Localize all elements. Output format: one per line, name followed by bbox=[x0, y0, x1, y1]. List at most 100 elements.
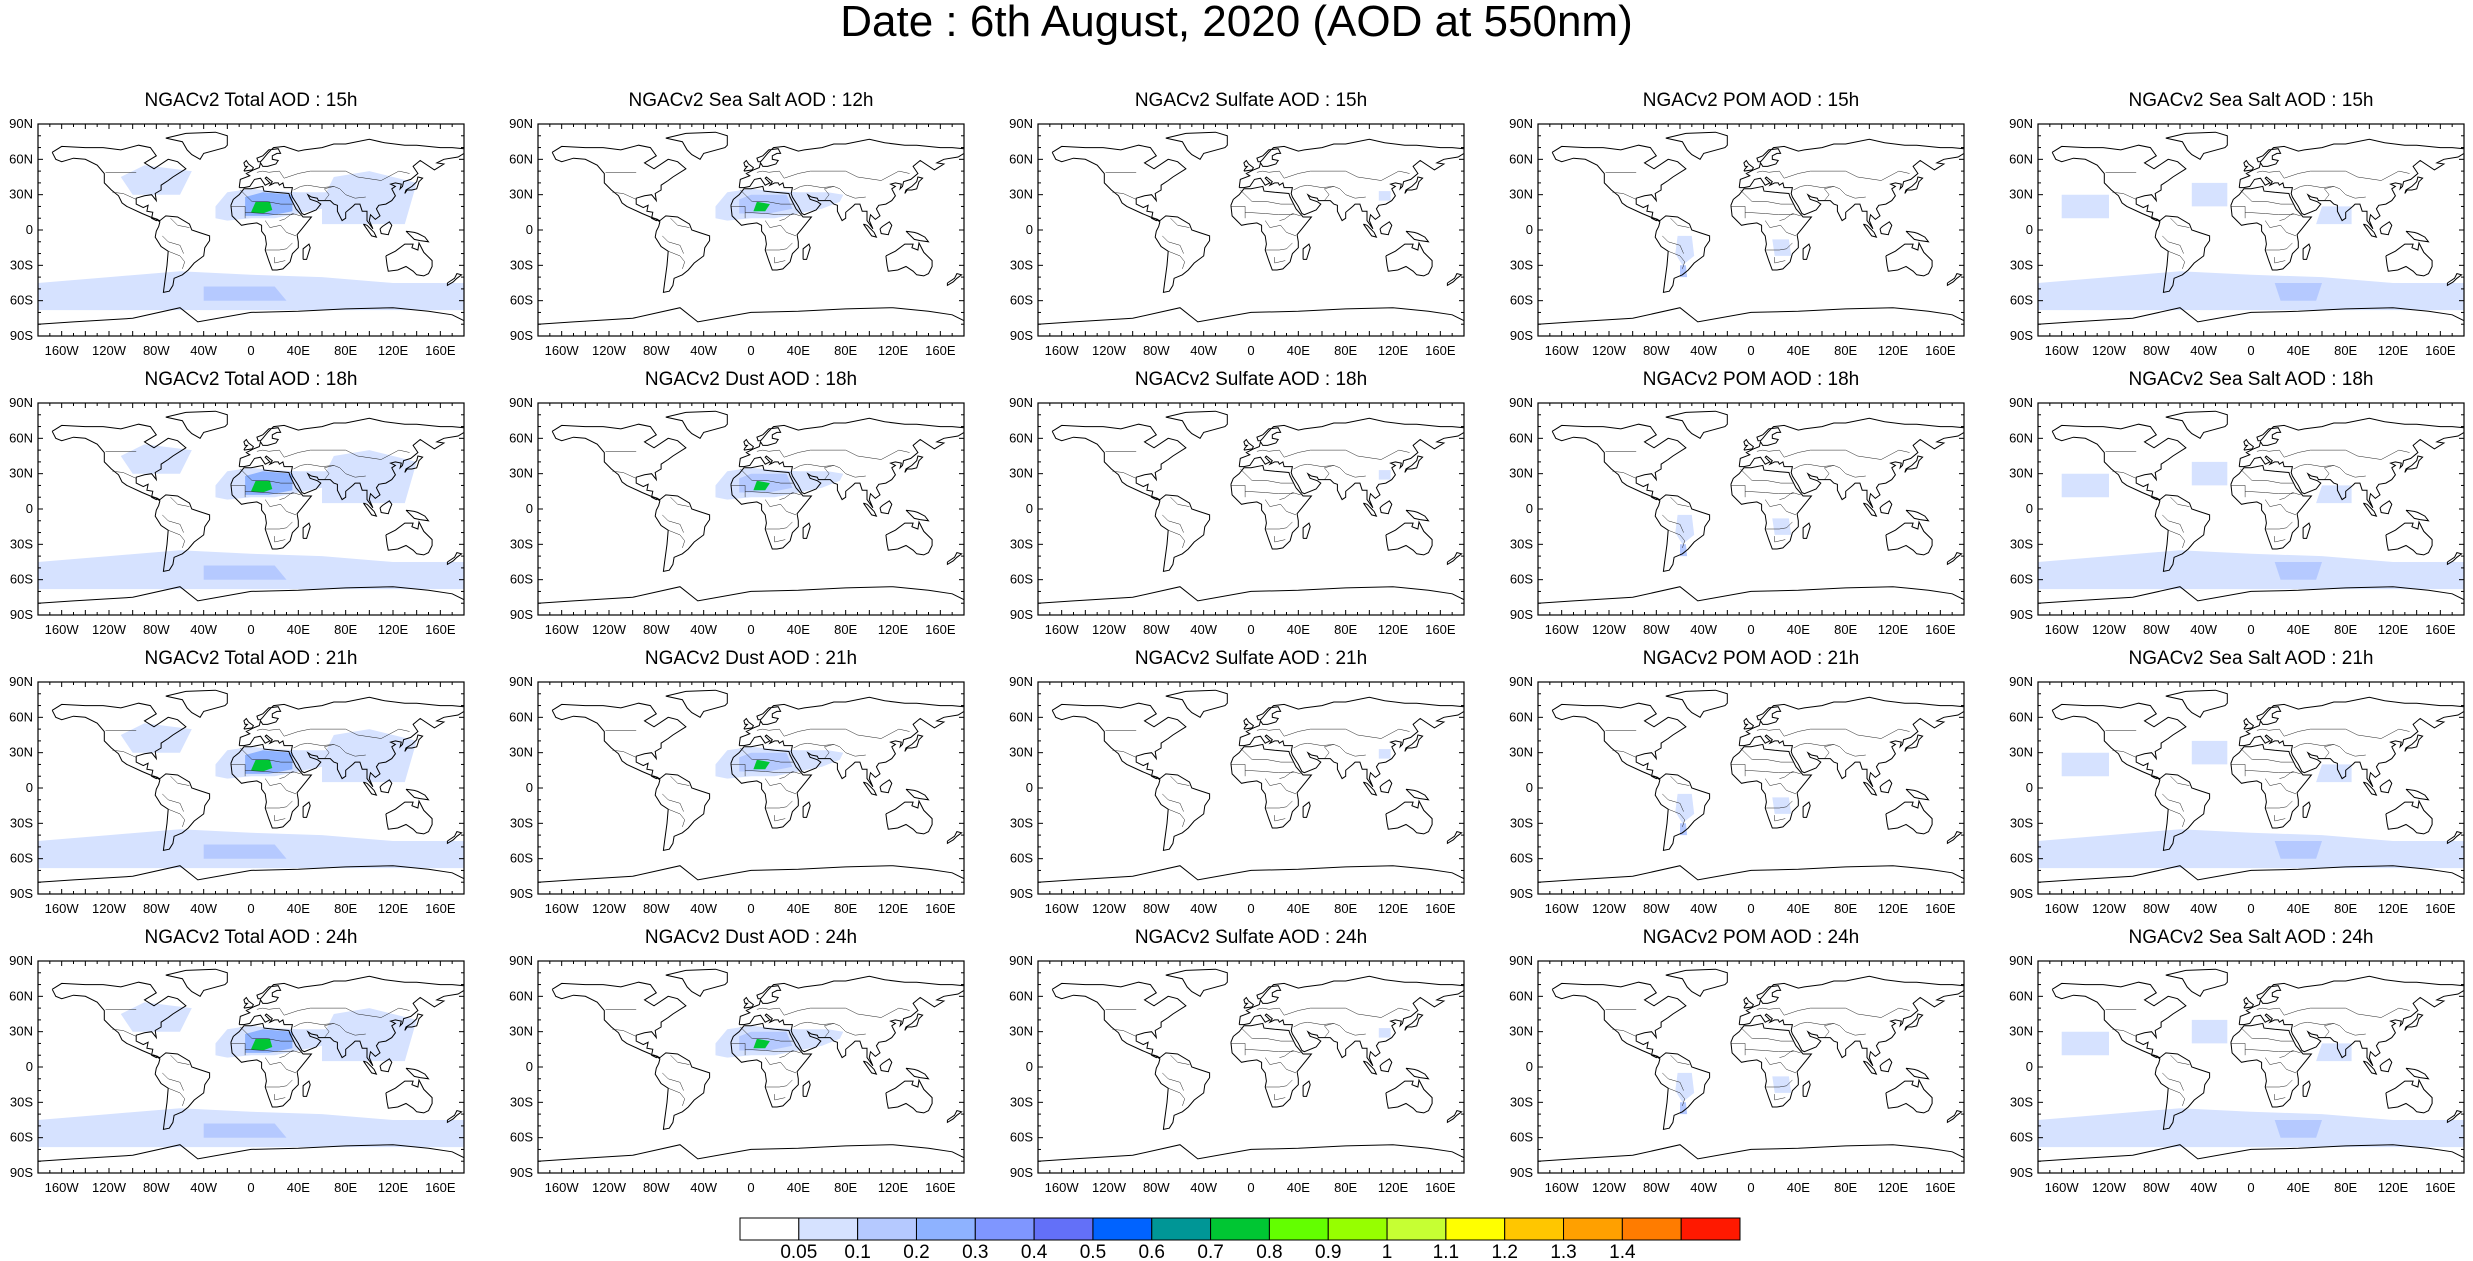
country-border bbox=[1668, 250, 1685, 269]
aod-region bbox=[2038, 271, 2464, 311]
coastline bbox=[446, 1110, 463, 1124]
world-map: 90N 60N 30N 0 30S 60S 90S 160W 120W 80W 40W 0 40E 80E… bbox=[9, 953, 465, 1195]
coastline bbox=[538, 865, 964, 894]
lat-label: 0 bbox=[1026, 501, 1033, 516]
country-border bbox=[2170, 776, 2190, 786]
country-border bbox=[1265, 242, 1293, 251]
country-border bbox=[2264, 220, 2297, 237]
aod-region bbox=[120, 1002, 192, 1032]
lon-label: 0 bbox=[247, 622, 254, 637]
country-border bbox=[274, 815, 286, 822]
country-border bbox=[1823, 744, 1834, 759]
lat-label: 0 bbox=[1026, 222, 1033, 237]
lon-label: 80E bbox=[334, 343, 357, 358]
map-panel: NGACv2 Dust AOD : 18h 90N 60N 30N 0 30S 60S 90S… bbox=[500, 369, 1000, 649]
coastline bbox=[38, 1144, 464, 1173]
lon-label: 160W bbox=[2045, 343, 2080, 358]
lon-label: 160W bbox=[545, 622, 580, 637]
lon-label: 0 bbox=[1247, 1180, 1254, 1195]
colorbar-swatch bbox=[1033, 1217, 1094, 1241]
lat-label: 30S bbox=[1010, 815, 1033, 830]
country-border bbox=[740, 189, 794, 205]
panel-title: NGACv2 Dust AOD : 18h bbox=[644, 369, 858, 390]
lat-label: 0 bbox=[1526, 222, 1533, 237]
lon-label: 0 bbox=[747, 622, 754, 637]
coastline bbox=[1051, 702, 1187, 780]
lon-label: 40W bbox=[1690, 622, 1717, 637]
country-border bbox=[1823, 1023, 1834, 1038]
country-border bbox=[2170, 1055, 2190, 1065]
country-border bbox=[2240, 189, 2294, 205]
lon-label: 80W bbox=[1143, 622, 1170, 637]
country-border bbox=[1668, 1087, 1685, 1106]
lon-label: 160W bbox=[1545, 1180, 1580, 1195]
coastline bbox=[1379, 500, 1393, 515]
country-border bbox=[2162, 793, 2184, 812]
lat-label: 30S bbox=[1010, 257, 1033, 272]
coastline bbox=[665, 689, 728, 718]
coastline bbox=[238, 138, 464, 230]
panel-title: NGACv2 Sulfate AOD : 18h bbox=[1134, 369, 1368, 390]
country-border bbox=[2256, 1007, 2410, 1018]
country-border bbox=[2264, 778, 2297, 795]
lat-label: 60S bbox=[1510, 1130, 1533, 1145]
coastline bbox=[1165, 968, 1228, 997]
country-border bbox=[2168, 250, 2185, 269]
aod-region bbox=[322, 171, 417, 225]
lat-label: 0 bbox=[26, 501, 33, 516]
coastline bbox=[385, 1078, 433, 1114]
coastline bbox=[2405, 230, 2430, 243]
lat-label: 90N bbox=[2009, 116, 2033, 131]
country-border bbox=[245, 1049, 294, 1052]
world-map: 90N 60N 30N 0 30S 60S 90S 160W 120W 80W 40W 0 40E 80E… bbox=[2009, 395, 2465, 637]
coastline bbox=[1038, 865, 1464, 894]
country-border bbox=[1264, 1057, 1297, 1074]
aod-region bbox=[1680, 823, 1688, 836]
country-border bbox=[1245, 212, 1294, 215]
coastline bbox=[385, 520, 433, 556]
coastline bbox=[2243, 438, 2255, 451]
lat-label: 30N bbox=[2009, 1024, 2033, 1039]
country-border bbox=[764, 778, 797, 795]
lon-label: 160E bbox=[1925, 901, 1956, 916]
lat-label: 0 bbox=[2026, 222, 2033, 237]
country-border bbox=[779, 771, 801, 779]
lat-label: 60S bbox=[2010, 1130, 2033, 1145]
coastline bbox=[1038, 307, 1464, 336]
lat-label: 30N bbox=[509, 745, 533, 760]
coastline bbox=[1905, 788, 1930, 801]
country-border bbox=[170, 497, 190, 507]
colorbar-swatch bbox=[1210, 1217, 1270, 1241]
lat-label: 0 bbox=[526, 780, 533, 795]
country-border bbox=[2323, 1023, 2334, 1038]
lat-label: 60N bbox=[509, 988, 533, 1003]
country-border bbox=[240, 468, 294, 484]
coastline bbox=[654, 215, 711, 294]
lon-label: 120E bbox=[1878, 1180, 1909, 1195]
lat-label: 90N bbox=[2009, 395, 2033, 410]
coastline bbox=[2165, 410, 2228, 439]
country-border bbox=[823, 1023, 834, 1038]
map-background bbox=[1038, 124, 1464, 336]
lon-label: 40E bbox=[787, 901, 810, 916]
country-border bbox=[765, 521, 793, 530]
coastline bbox=[905, 788, 930, 801]
country-border bbox=[1264, 778, 1297, 795]
country-border bbox=[668, 1087, 685, 1106]
country-border bbox=[1745, 491, 1794, 494]
lat-label: 0 bbox=[2026, 1059, 2033, 1074]
coastline bbox=[1362, 502, 1378, 517]
coastline bbox=[1230, 1022, 1313, 1108]
coastline bbox=[230, 464, 313, 550]
coastline bbox=[405, 788, 430, 801]
aod-region bbox=[1680, 265, 1688, 278]
lon-label: 80W bbox=[643, 901, 670, 916]
country-border bbox=[2265, 521, 2293, 530]
lat-label: 30N bbox=[1009, 187, 1033, 202]
coastline bbox=[1405, 509, 1430, 522]
coastline bbox=[243, 438, 255, 451]
country-border bbox=[162, 235, 184, 254]
country-border bbox=[670, 497, 690, 507]
country-border bbox=[1293, 463, 1366, 478]
colorbar-label: 0.6 bbox=[1139, 1242, 1165, 1261]
